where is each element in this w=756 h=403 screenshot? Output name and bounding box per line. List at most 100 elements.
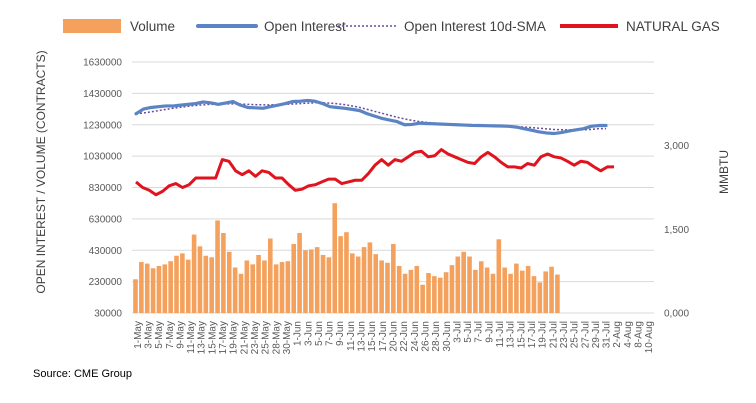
y-axis-right-title: MMBTU xyxy=(717,150,731,194)
natural-gas-line xyxy=(135,148,614,197)
x-tick-label: 21-Jul xyxy=(548,321,559,348)
x-tick-label: 13-Jun xyxy=(357,321,368,352)
volume-bar xyxy=(508,273,513,313)
volume-bar xyxy=(537,282,543,313)
volume-bar xyxy=(215,220,220,313)
volume-bar xyxy=(443,272,449,313)
x-tick-label: 23-Jul xyxy=(559,321,570,348)
volume-bar xyxy=(514,263,519,313)
y-right-tick-label: 1,500 xyxy=(664,225,689,236)
volume-bar xyxy=(250,264,255,313)
x-tick-label: 31-Jul xyxy=(602,321,613,348)
volume-bar xyxy=(197,246,203,313)
x-tick-label: 4-Aug xyxy=(623,321,634,348)
x-tick-label: 3-May xyxy=(143,321,154,349)
volume-bar xyxy=(139,262,144,313)
volume-bar xyxy=(156,265,162,313)
legend-open-interest-label: Open Interest xyxy=(264,19,346,34)
volume-bar xyxy=(361,247,367,313)
volume-bar xyxy=(391,243,396,313)
y-left-tick-label: 1030000 xyxy=(83,152,122,163)
volume-bar xyxy=(525,265,531,313)
x-tick-label: 17-Jun xyxy=(378,321,389,352)
right-axis-ticks: 0,000 1,500 3,000 xyxy=(664,141,689,319)
volume-bar xyxy=(473,269,478,313)
y-left-tick-label: 30000 xyxy=(94,309,122,320)
x-tick-label: 2-Aug xyxy=(612,321,623,348)
volume-bar xyxy=(549,266,554,313)
legend: Volume Open Interest Open Interest 10d-S… xyxy=(63,19,720,34)
y-left-tick-label: 1430000 xyxy=(83,89,122,100)
volume-bar xyxy=(344,232,349,313)
volume-bar xyxy=(332,203,338,313)
x-tick-label: 13-May xyxy=(197,321,208,354)
x-tick-label: 28-Jun xyxy=(431,321,442,352)
y-right-tick-label: 3,000 xyxy=(664,141,689,152)
x-tick-label: 23-May xyxy=(250,321,261,354)
x-tick-label: 3-Jun xyxy=(303,321,314,346)
volume-bar xyxy=(531,276,537,313)
volume-bar xyxy=(402,273,408,313)
x-tick-label: 27-Jul xyxy=(580,321,591,348)
x-tick-label: 10-Aug xyxy=(644,321,655,353)
volume-bar xyxy=(209,257,214,313)
y-left-tick-label: 830000 xyxy=(89,183,123,194)
volume-bar xyxy=(484,267,490,313)
x-tick-label: 5-Jun xyxy=(314,321,325,346)
legend-volume-label: Volume xyxy=(130,19,175,34)
volume-bar xyxy=(373,254,379,313)
volume-bar xyxy=(543,271,548,313)
volume-bar xyxy=(244,260,250,313)
x-tick-label: 24-Jun xyxy=(410,321,421,352)
y-axis-left-title: OPEN INTEREST / VOLUME (CONTRACTS) xyxy=(34,50,48,293)
x-tick-label: 7-Jun xyxy=(325,321,336,346)
volume-bar xyxy=(449,265,455,313)
x-tick-label: 17-Jul xyxy=(527,321,538,348)
volume-bar xyxy=(420,284,425,313)
x-tick-label: 15-Jun xyxy=(367,321,378,352)
volume-bar xyxy=(461,251,466,313)
volume-bar xyxy=(309,249,314,313)
volume-bar xyxy=(168,261,173,313)
volume-bar xyxy=(144,263,150,313)
legend-volume-swatch xyxy=(63,19,121,33)
x-tick-label: 3-Jul xyxy=(452,321,463,343)
x-tick-label: 29-Jul xyxy=(591,321,602,348)
volume-bar xyxy=(279,262,285,313)
volume-bar xyxy=(338,236,343,313)
volume-bar xyxy=(414,265,420,313)
series-lines xyxy=(134,98,614,197)
x-tick-label: 7-May xyxy=(165,321,176,349)
volume-bar xyxy=(426,272,431,313)
volume-bar xyxy=(180,253,185,313)
volume-bar xyxy=(267,238,273,313)
x-tick-label: 25-May xyxy=(261,321,272,354)
volume-bar xyxy=(226,251,232,313)
volume-bar xyxy=(150,268,156,313)
open-interest-line xyxy=(134,98,608,136)
volume-bar xyxy=(455,256,461,313)
x-tick-label: 22-Jun xyxy=(399,321,410,352)
volume-bar xyxy=(191,234,197,313)
volume-bar xyxy=(355,256,361,313)
volume-bar xyxy=(326,257,332,313)
x-tick-label: 9-May xyxy=(175,321,186,349)
volume-bar xyxy=(496,239,502,313)
volume-bar xyxy=(262,260,267,313)
volume-bar xyxy=(285,261,291,313)
volume-bar xyxy=(385,262,390,313)
volume-bar xyxy=(291,243,297,313)
volume-bar xyxy=(203,255,209,313)
x-tick-label: 30-Jun xyxy=(442,321,453,352)
x-tick-label: 21-May xyxy=(239,321,250,354)
x-tick-label: 15-Jul xyxy=(516,321,527,348)
volume-bar xyxy=(320,254,326,313)
volume-bar xyxy=(238,273,244,313)
x-tick-label: 11-Jul xyxy=(495,321,506,348)
volume-bar xyxy=(367,242,373,313)
volume-bar xyxy=(437,277,443,313)
y-left-tick-label: 230000 xyxy=(89,277,123,288)
x-tick-label: 11-May xyxy=(186,321,197,354)
y-left-tick-label: 1630000 xyxy=(83,58,122,69)
